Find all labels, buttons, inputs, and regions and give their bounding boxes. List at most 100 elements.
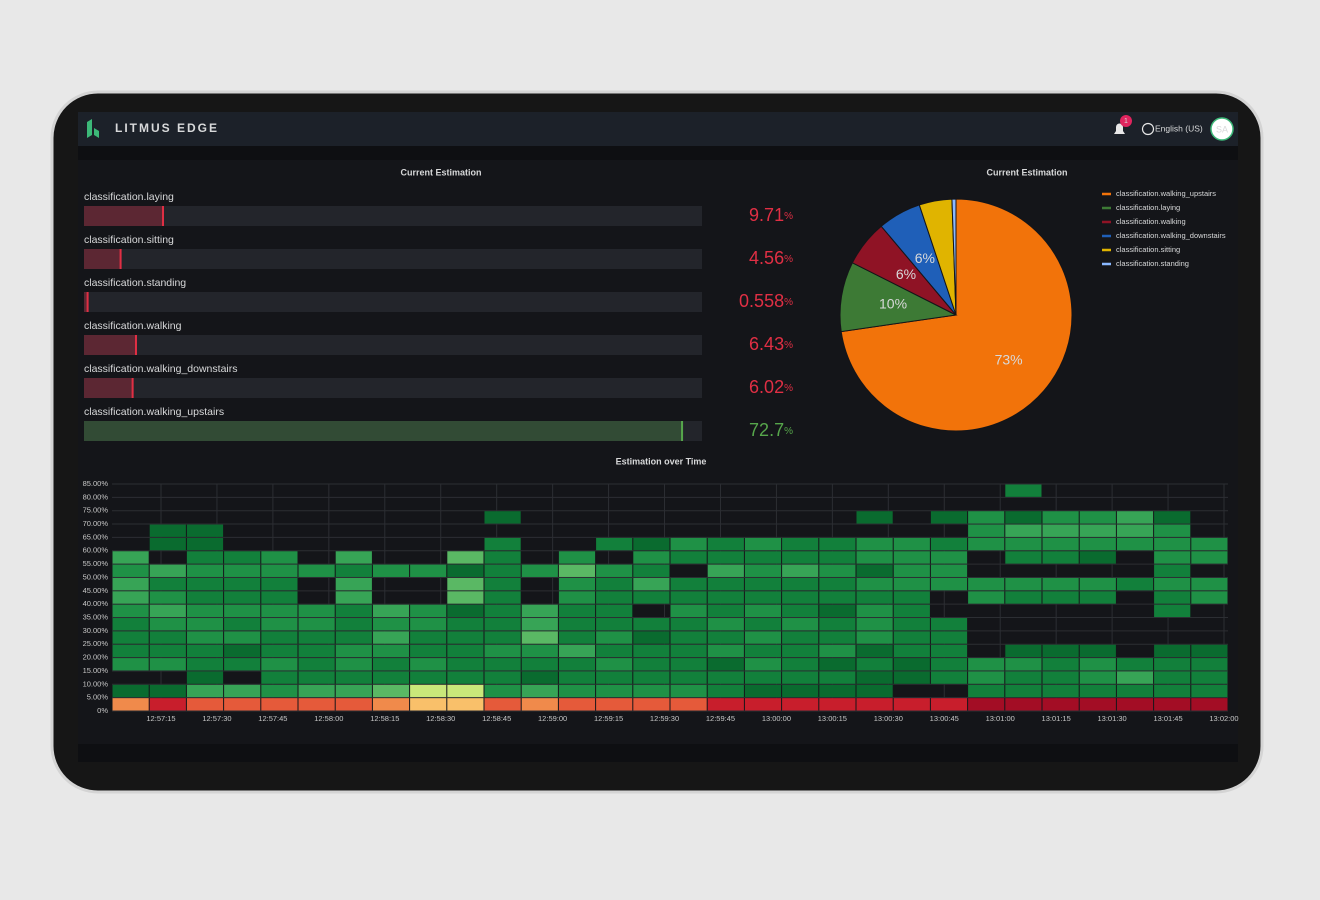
heatmap-cell	[224, 684, 261, 698]
heatmap-cell	[1042, 684, 1079, 698]
y-tick-label: 80.00%	[83, 492, 109, 501]
heatmap-cell	[893, 591, 930, 604]
heatmap-cell	[1116, 537, 1154, 551]
heatmap-cell	[1116, 577, 1154, 591]
value: 9.71	[749, 205, 784, 225]
heatmap-cell	[744, 698, 782, 711]
heatmap-cell	[968, 658, 1005, 671]
heatmap-cell	[819, 591, 856, 604]
heatmap-cell	[112, 644, 149, 658]
heatmap-cell	[335, 698, 372, 711]
heatmap-cell	[633, 577, 670, 591]
x-tick-label: 13:01:30	[1098, 714, 1127, 723]
heatmap-cell	[1042, 577, 1079, 591]
heatmap-cell	[558, 671, 596, 684]
panel-title: Estimation over Time	[616, 456, 707, 466]
gauge-label: classification.walking	[84, 320, 182, 332]
heatmap-cell	[1079, 577, 1116, 591]
heatmap-cell	[930, 631, 968, 644]
heatmap-cell	[521, 631, 558, 644]
heatmap-cell	[930, 658, 968, 671]
y-tick-label: 70.00%	[83, 519, 109, 528]
heatmap-cell	[596, 577, 633, 591]
heatmap-cell	[410, 631, 447, 644]
heatmap-cell	[1191, 577, 1228, 591]
pie-label: 6%	[915, 250, 935, 266]
heatmap-cell	[1116, 511, 1154, 524]
heatmap-cell	[1079, 684, 1116, 698]
heatmap-cell	[1042, 537, 1079, 551]
heatmap-cell	[1042, 511, 1079, 524]
legend-label: classification.sitting	[1116, 245, 1180, 254]
heatmap-cell	[819, 698, 856, 711]
heatmap-cell	[335, 671, 372, 684]
gauge-value: 0.558%	[739, 291, 793, 311]
gauge-track	[84, 292, 702, 312]
heatmap-cell	[224, 564, 261, 577]
heatmap-cell	[1191, 684, 1228, 698]
heatmap-cell	[596, 658, 633, 671]
heatmap-cell	[782, 631, 819, 644]
heatmap-cell	[633, 671, 670, 684]
heatmap-cell	[484, 591, 521, 604]
heatmap-cell	[782, 671, 819, 684]
heatmap-cell	[447, 644, 484, 658]
notification-badge	[1120, 115, 1132, 127]
heatmap-cell	[782, 618, 819, 631]
heatmap-cell	[1154, 684, 1191, 698]
heatmap-cell	[298, 644, 335, 658]
heatmap-cell	[744, 671, 782, 684]
heatmap-cell	[186, 577, 224, 591]
avatar[interactable]	[1210, 117, 1234, 141]
heatmap-cell	[372, 698, 410, 711]
heatmap-cell	[112, 604, 149, 618]
heatmap-cell	[186, 564, 224, 577]
heatmap-cell	[224, 631, 261, 644]
heatmap-cell	[521, 604, 558, 618]
bell-icon[interactable]	[1114, 123, 1125, 134]
heatmap-cell	[633, 684, 670, 698]
y-tick-label: 75.00%	[83, 506, 109, 515]
heatmap-cell	[372, 658, 410, 671]
heatmap-cell	[782, 604, 819, 618]
heatmap-cell	[744, 631, 782, 644]
heatmap-cell	[707, 537, 744, 551]
gauge-bar	[84, 206, 165, 226]
heatmap-cell	[596, 604, 633, 618]
language[interactable]: English (US)	[1155, 123, 1203, 133]
heatmap-cell	[856, 537, 893, 551]
heatmap-cell	[1005, 698, 1042, 711]
heatmap-cell	[1079, 511, 1116, 524]
heatmap-cell	[782, 644, 819, 658]
top-bar	[78, 112, 1238, 146]
heatmap-cell	[1116, 658, 1154, 671]
heatmap-cell	[856, 511, 893, 524]
heatmap-cell	[149, 591, 186, 604]
x-tick-label: 12:59:30	[650, 714, 679, 723]
heatmap-cell	[893, 537, 930, 551]
heatmap-cell	[1042, 551, 1079, 564]
heatmap-cell	[261, 671, 298, 684]
heatmap-cell	[484, 684, 521, 698]
heatmap-cell	[186, 618, 224, 631]
heatmap-cell	[335, 604, 372, 618]
heatmap-cell	[484, 618, 521, 631]
heatmap-cell	[484, 604, 521, 618]
legend-label: classification.walking	[1116, 217, 1186, 226]
heatmap-cell	[819, 658, 856, 671]
gauge-bar-edge	[119, 249, 122, 269]
heatmap-cell	[521, 684, 558, 698]
heatmap-cell	[782, 684, 819, 698]
heatmap-cell	[1154, 698, 1191, 711]
heatmap-cell	[447, 564, 484, 577]
x-tick-label: 12:58:00	[314, 714, 343, 723]
x-tick-label: 13:00:00	[762, 714, 791, 723]
heatmap-cell	[484, 631, 521, 644]
heatmap-cell	[186, 698, 224, 711]
heatmap-cell	[335, 577, 372, 591]
heatmap-cell	[819, 684, 856, 698]
heatmap-cell	[856, 644, 893, 658]
heatmap-cell	[633, 551, 670, 564]
globe-icon[interactable]	[1141, 122, 1155, 136]
